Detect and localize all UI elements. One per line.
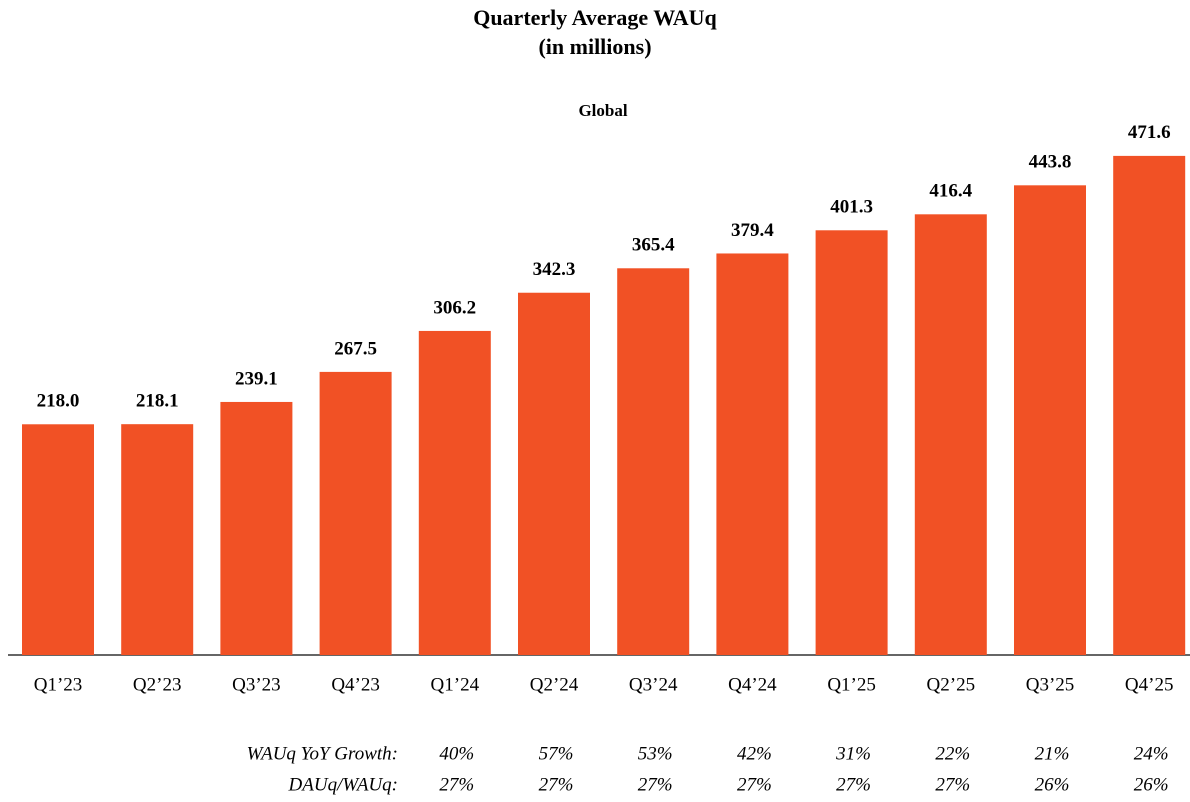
bar (319, 371, 392, 655)
x-tick-label: Q1’24 (431, 674, 480, 695)
row-value: 53% (638, 743, 673, 764)
value-label: 239.1 (235, 368, 278, 389)
row-label: WAUq YoY Growth: (247, 743, 398, 764)
x-tick-label: Q4’25 (1125, 674, 1174, 695)
x-tick-label: Q1’25 (827, 674, 876, 695)
chart-title: Quarterly Average WAUq (473, 5, 717, 30)
bar (914, 214, 987, 655)
row-value: 27% (439, 774, 474, 795)
x-tick-label: Q2’25 (927, 674, 976, 695)
value-label: 218.1 (136, 391, 179, 412)
row-value: 21% (1035, 743, 1070, 764)
value-label: 471.6 (1128, 122, 1171, 143)
x-tick-label: Q4’23 (331, 674, 380, 695)
row-value: 40% (439, 743, 474, 764)
row-value: 27% (935, 774, 970, 795)
row-value: 27% (737, 774, 772, 795)
chart-title: (in millions) (538, 34, 651, 59)
value-label: 267.5 (334, 338, 377, 359)
value-label: 443.8 (1029, 152, 1072, 173)
value-label: 218.0 (37, 391, 80, 412)
x-tick-label: Q3’24 (629, 674, 678, 695)
x-tick-label: Q1’23 (34, 674, 83, 695)
chart-subtitle: Global (578, 101, 627, 120)
value-label: 401.3 (830, 197, 873, 218)
row-value: 24% (1134, 743, 1169, 764)
row-value: 57% (539, 743, 574, 764)
row-value: 42% (737, 743, 772, 764)
bar (518, 292, 590, 655)
row-label: DAUq/WAUq: (288, 774, 398, 795)
row-value: 26% (1035, 774, 1070, 795)
x-tick-label: Q3’23 (232, 674, 281, 695)
x-tick-label: Q2’23 (133, 674, 182, 695)
value-label: 379.4 (731, 220, 774, 241)
bar (220, 401, 293, 655)
row-value: 26% (1134, 774, 1169, 795)
row-value: 27% (539, 774, 574, 795)
row-value: 22% (935, 743, 970, 764)
x-tick-label: Q2’24 (530, 674, 579, 695)
value-label: 306.2 (433, 297, 476, 318)
row-value: 27% (836, 774, 871, 795)
row-value: 27% (638, 774, 673, 795)
row-value: 31% (835, 743, 871, 764)
bar (22, 424, 94, 655)
x-tick-label: Q4’24 (728, 674, 777, 695)
x-tick-label: Q3’25 (1026, 674, 1075, 695)
bar (617, 268, 690, 655)
value-label: 416.4 (929, 181, 972, 202)
bar (1113, 155, 1186, 655)
bar (121, 424, 194, 655)
bar (418, 330, 491, 655)
value-label: 365.4 (632, 235, 675, 256)
value-label: 342.3 (533, 259, 576, 280)
bar (716, 253, 789, 656)
bar (1014, 185, 1086, 656)
bar (815, 230, 888, 655)
